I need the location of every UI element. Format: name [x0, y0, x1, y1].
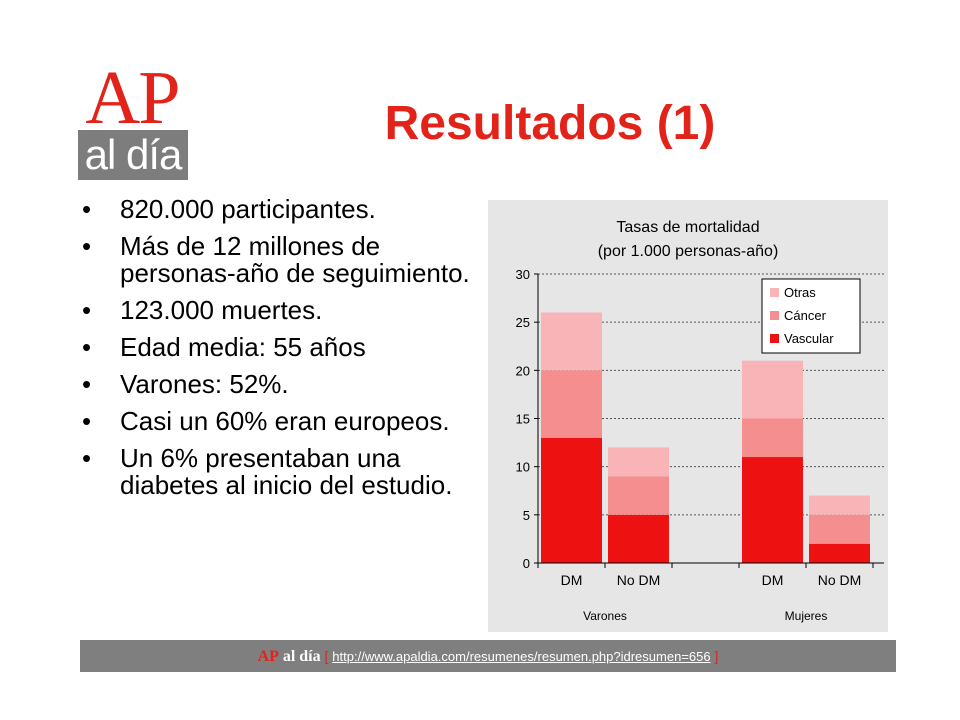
y-tick-label: 5 [523, 508, 530, 523]
bullet-item: Varones: 52%. [80, 371, 480, 399]
bar-vascular [809, 543, 870, 563]
legend-label: Vascular [784, 331, 834, 346]
bullet-list: 820.000 participantes. Más de 12 millone… [80, 196, 480, 509]
chart-subtitle: (por 1.000 personas-año) [598, 243, 779, 260]
logo-aldia-text: al día [78, 130, 188, 180]
y-tick-label: 15 [516, 412, 530, 427]
y-tick-label: 25 [516, 315, 530, 330]
bullet-item: Casi un 60% eran europeos. [80, 408, 480, 436]
bar-vascular [742, 457, 803, 563]
apaldia-logo: AP al día [76, 60, 188, 182]
x-tick-label: DM [561, 572, 583, 588]
chart-svg: Tasas de mortalidad (por 1.000 personas-a… [516, 219, 884, 623]
y-tick-label: 0 [523, 556, 530, 571]
bar-c-ncer [742, 418, 803, 458]
bullet-item: Más de 12 millones de personas-año de se… [80, 233, 480, 287]
bullet-item: Un 6% presentaban una diabetes al inicio… [80, 445, 480, 499]
bar-otras [809, 495, 870, 515]
legend-swatch [770, 288, 779, 297]
x-tick-label: No DM [617, 572, 661, 588]
bar-otras [608, 447, 669, 477]
slide-title: Resultados (1) [384, 97, 716, 150]
group-label: Mujeres [785, 609, 828, 623]
group-label: Varones [583, 609, 627, 623]
bullet-item: 123.000 muertes. [80, 297, 480, 325]
footer-brand-aldia: al día [282, 648, 321, 665]
mortality-chart: Tasas de mortalidad (por 1.000 personas-a… [488, 200, 888, 632]
legend-swatch [770, 334, 779, 343]
bar-c-ncer [809, 514, 870, 544]
x-tick-label: No DM [818, 572, 862, 588]
y-tick-label: 20 [516, 363, 530, 378]
y-tick-label: 10 [516, 460, 530, 475]
bar-otras [742, 360, 803, 419]
footer-bar: AP al día [ http://www.apaldia.com/resum… [80, 640, 896, 672]
bar-c-ncer [608, 476, 669, 515]
footer-bracket-close: ] [714, 648, 719, 664]
legend-swatch [770, 311, 779, 320]
bullet-item: Edad media: 55 años [80, 334, 480, 362]
logo-ap-text: AP [85, 56, 180, 140]
chart-title: Tasas de mortalidad [616, 219, 759, 236]
footer-link[interactable]: http://www.apaldia.com/resumenes/resumen… [332, 649, 711, 664]
bullet-item: 820.000 participantes. [80, 196, 480, 224]
bar-vascular [541, 437, 602, 563]
bar-vascular [608, 514, 669, 563]
bar-otras [541, 312, 602, 371]
legend-label: Cáncer [784, 308, 827, 323]
x-tick-label: DM [762, 572, 784, 588]
legend-label: Otras [784, 285, 816, 300]
footer-bracket-open: [ [324, 648, 329, 664]
footer-brand-ap: AP [257, 648, 279, 665]
y-tick-label: 30 [516, 267, 530, 282]
bar-c-ncer [541, 370, 602, 438]
